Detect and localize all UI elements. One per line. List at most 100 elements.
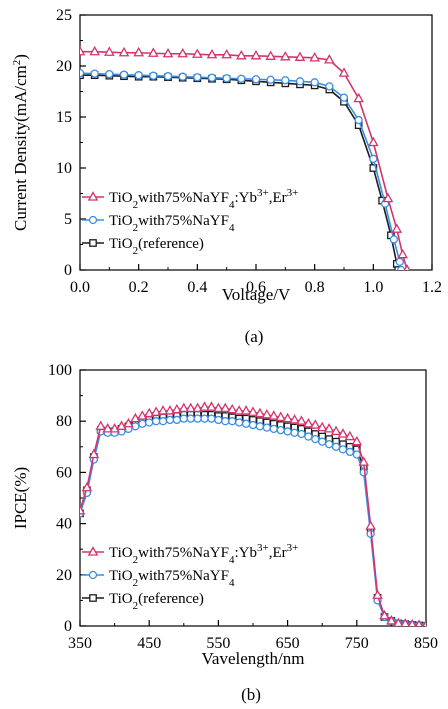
data-point — [339, 93, 349, 102]
data-point — [281, 76, 290, 85]
data-point — [221, 417, 230, 426]
data-point — [324, 54, 335, 64]
data-point — [344, 430, 356, 441]
y-tick-label: 20 — [56, 58, 72, 75]
x-axis-label: Voltage/V — [222, 285, 291, 304]
y-axis-label: Current Density(mA/cm2) — [11, 54, 30, 231]
data-point — [164, 405, 176, 415]
data-point — [226, 403, 238, 414]
data-point — [309, 52, 320, 62]
data-point — [95, 420, 107, 430]
data-point — [178, 72, 187, 81]
data-point — [393, 617, 404, 626]
data-point — [369, 154, 378, 163]
data-point — [119, 70, 129, 79]
data-point — [415, 619, 423, 626]
data-point — [240, 405, 252, 415]
chart-b: 350 450 550 650 750 850 0 20 40 60 80 100 Vavelength… — [11, 362, 438, 704]
y-tick-label: 60 — [56, 464, 72, 481]
data-point — [123, 417, 134, 428]
data-point — [408, 618, 417, 626]
data-point — [193, 73, 202, 82]
data-point — [316, 421, 328, 432]
y-tick-label: 10 — [56, 160, 72, 177]
data-point — [400, 618, 410, 626]
data-point — [283, 427, 292, 436]
data-point — [280, 50, 291, 61]
data-point — [365, 520, 376, 530]
data-point — [172, 415, 182, 425]
data-point — [295, 77, 305, 86]
data-point — [353, 92, 364, 103]
y-tick-label: 100 — [48, 362, 72, 379]
data-point — [236, 49, 247, 60]
data-point — [157, 405, 169, 415]
x-tick-label: 1.2 — [422, 279, 442, 296]
data-point — [233, 405, 245, 415]
data-point — [395, 257, 404, 266]
x-tick-label: 0.8 — [305, 279, 325, 296]
data-point — [206, 48, 218, 59]
data-point — [87, 191, 99, 201]
y-tick-label: 20 — [56, 567, 72, 584]
data-point — [391, 223, 403, 233]
data-point — [325, 82, 334, 91]
data-point — [193, 414, 202, 423]
data-point — [90, 69, 99, 78]
data-point — [237, 74, 246, 83]
data-point — [186, 414, 195, 423]
data-point — [330, 425, 342, 436]
data-point — [220, 402, 231, 413]
x-tick-label: 0.4 — [187, 279, 207, 296]
data-point — [178, 402, 190, 413]
data-point — [422, 619, 426, 626]
data-point — [104, 46, 115, 56]
data-point — [171, 403, 183, 414]
data-point — [88, 448, 100, 459]
data-point — [359, 468, 368, 477]
data-point — [247, 406, 259, 416]
data-point — [228, 417, 237, 426]
data-point — [368, 136, 379, 147]
legend-entry: TiO2(reference) — [109, 236, 204, 257]
data-point — [151, 417, 161, 426]
legend-entry: TiO2with75%NaYF4:Yb3+,Er3+ — [109, 542, 298, 566]
data-point — [116, 420, 127, 430]
x-tick-label: 750 — [345, 635, 369, 652]
data-point — [345, 447, 355, 457]
data-point — [200, 414, 209, 423]
data-point — [148, 47, 159, 57]
data-point — [382, 192, 394, 203]
data-point — [162, 47, 174, 58]
data-point — [89, 45, 100, 56]
y-tick-label: 80 — [56, 413, 72, 430]
data-point — [143, 407, 155, 418]
x-tick-label: 650 — [276, 635, 300, 652]
data-point — [136, 410, 148, 420]
data-point — [254, 407, 266, 418]
data-point — [266, 75, 275, 84]
data-point — [311, 434, 320, 444]
legend: TiO2with75%NaYF4:Yb3+,Er3+TiO2with75%NaY… — [82, 187, 298, 257]
data-point — [248, 420, 258, 430]
data-point — [185, 402, 197, 413]
data-point — [324, 440, 334, 449]
data-point — [145, 418, 154, 427]
series-0 — [80, 45, 411, 270]
data-point — [192, 402, 203, 413]
y-tick-label: 25 — [56, 7, 72, 24]
x-tick-label: 0.6 — [246, 279, 266, 296]
data-point — [80, 68, 85, 78]
data-point — [207, 414, 216, 423]
data-point — [134, 71, 143, 80]
data-point — [163, 72, 173, 81]
data-point — [397, 248, 408, 259]
data-point — [282, 412, 293, 423]
data-point — [297, 429, 306, 439]
legend: TiO2with75%NaYF4:Yb3+,Er3+TiO2with75%NaY… — [82, 542, 298, 612]
y-axis-label: IPCE(%) — [11, 467, 30, 529]
data-point — [290, 428, 299, 437]
data-point — [386, 615, 397, 625]
x-axis-label: Vavelength/nm — [202, 649, 305, 668]
x-tick-label: 350 — [68, 635, 92, 652]
